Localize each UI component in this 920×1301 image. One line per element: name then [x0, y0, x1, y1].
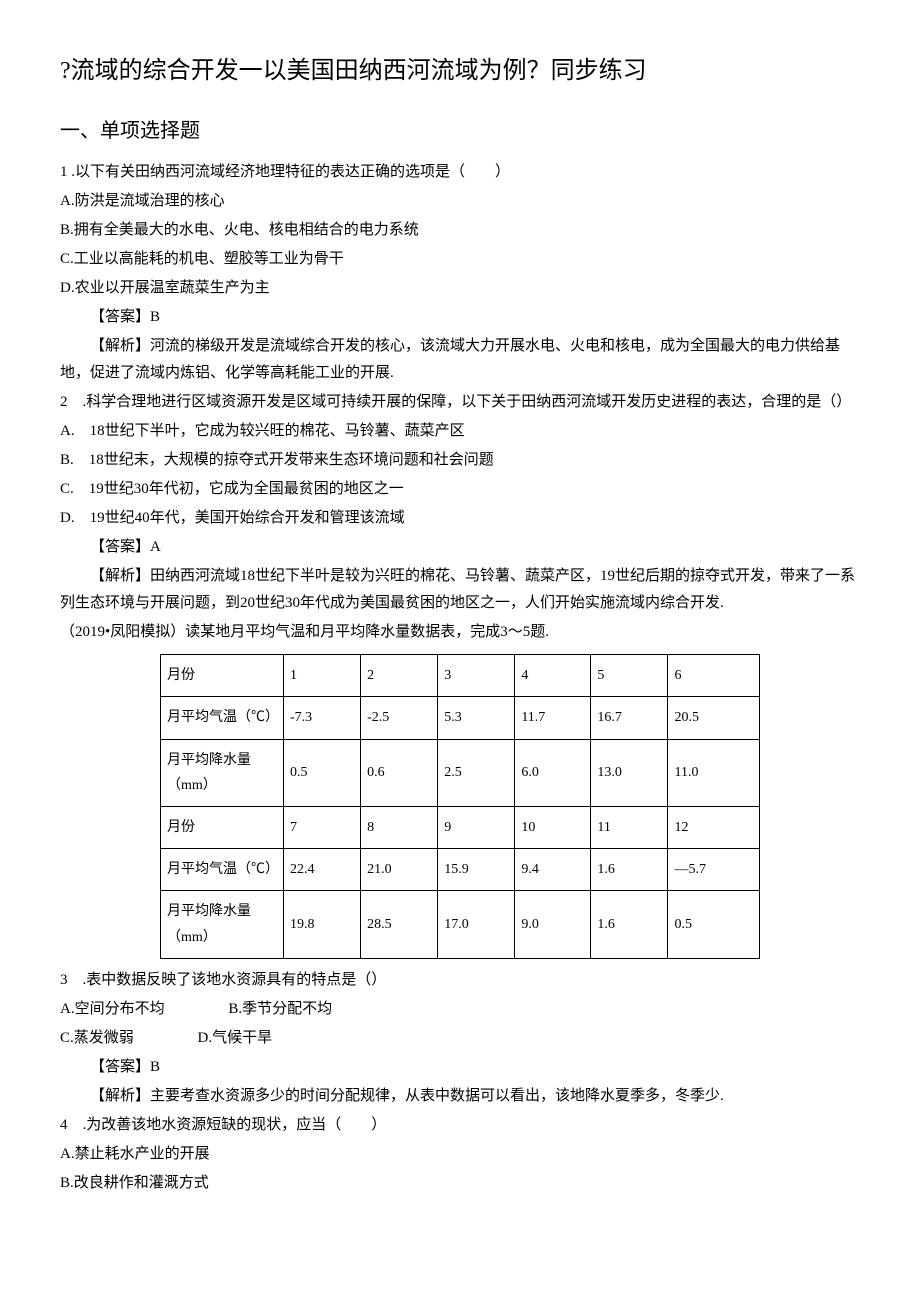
table-cell: 6.0 — [515, 739, 591, 806]
table-cell: 21.0 — [361, 849, 438, 891]
table-cell: 5.3 — [438, 697, 515, 739]
q1-stem: 1 .以下有关田纳西河流域经济地理特征的表达正确的选项是（ ） — [60, 159, 860, 186]
table-cell: 月平均降水量（mm） — [161, 891, 284, 958]
table-cell: 11.7 — [515, 697, 591, 739]
table-row: 月平均气温（℃） -7.3 -2.5 5.3 11.7 16.7 20.5 — [161, 697, 760, 739]
q1-answer: 【答案】B — [60, 304, 860, 331]
q1-opt-d: D.农业以开展温室蔬菜生产为主 — [60, 275, 860, 302]
table-cell: 9.4 — [515, 849, 591, 891]
table-cell: 9 — [438, 806, 515, 848]
table-cell: -7.3 — [284, 697, 361, 739]
table-cell: 0.5 — [284, 739, 361, 806]
section-heading: 一、单项选择题 — [60, 113, 860, 149]
table-cell: 月份 — [161, 655, 284, 697]
table-row: 月平均降水量（mm） 19.8 28.5 17.0 9.0 1.6 0.5 — [161, 891, 760, 958]
q3-opts-row2: C.蒸发微弱 D.气候干旱 — [60, 1025, 860, 1052]
table-cell: 19.8 — [284, 891, 361, 958]
table-cell: 7 — [284, 806, 361, 848]
q1-opt-a: A.防洪是流域治理的核心 — [60, 188, 860, 215]
table-cell: 3 — [438, 655, 515, 697]
q3-opt-d: D.气候干旱 — [198, 1025, 273, 1052]
table-cell: 0.6 — [361, 739, 438, 806]
q2-opt-b: B. 18世纪末，大规模的掠夺式开发带来生态环境问题和社会问题 — [60, 447, 860, 474]
q2-explanation: 【解析】田纳西河流域18世纪下半叶是较为兴旺的棉花、马铃薯、蔬菜产区，19世纪后… — [60, 563, 860, 617]
table-cell: 13.0 — [591, 739, 668, 806]
q3-opts-row1: A.空间分布不均 B.季节分配不均 — [60, 996, 860, 1023]
table-cell: 12 — [668, 806, 760, 848]
q4-opt-a: A.禁止耗水产业的开展 — [60, 1141, 860, 1168]
q4-opt-b: B.改良耕作和灌溉方式 — [60, 1170, 860, 1197]
climate-data-table: 月份 1 2 3 4 5 6 月平均气温（℃） -7.3 -2.5 5.3 11… — [160, 654, 760, 959]
table-cell: 1.6 — [591, 891, 668, 958]
q3-explanation: 【解析】主要考查水资源多少的时间分配规律，从表中数据可以看出，该地降水夏季多，冬… — [60, 1083, 860, 1110]
table-cell: 5 — [591, 655, 668, 697]
table-cell: 10 — [515, 806, 591, 848]
table-cell: 6 — [668, 655, 760, 697]
q1-opt-b: B.拥有全美最大的水电、火电、核电相结合的电力系统 — [60, 217, 860, 244]
table-cell: 1 — [284, 655, 361, 697]
table-row: 月份 7 8 9 10 11 12 — [161, 806, 760, 848]
table-cell: 16.7 — [591, 697, 668, 739]
q2-opt-d: D. 19世纪40年代，美国开始综合开发和管理该流域 — [60, 505, 860, 532]
page-title: ?流域的综合开发一以美国田纳西河流域为例？同步练习 — [60, 50, 860, 93]
q1-explanation: 【解析】河流的梯级开发是流域综合开发的核心，该流域大力开展水电、火电和核电，成为… — [60, 333, 860, 387]
q3-opt-b: B.季节分配不均 — [228, 996, 332, 1023]
table-cell: 15.9 — [438, 849, 515, 891]
q2-opt-a: A. 18世纪下半叶，它成为较兴旺的棉花、马铃薯、蔬菜产区 — [60, 418, 860, 445]
table-cell: 月份 — [161, 806, 284, 848]
q2-stem: 2 .科学合理地进行区域资源开发是区域可持续开展的保障，以下关于田纳西河流域开发… — [60, 389, 860, 416]
table-cell: 11 — [591, 806, 668, 848]
table-cell: 9.0 — [515, 891, 591, 958]
q3-opt-c: C.蒸发微弱 — [60, 1025, 134, 1052]
table-cell: 20.5 — [668, 697, 760, 739]
q1-opt-c: C.工业以高能耗的机电、塑胶等工业为骨干 — [60, 246, 860, 273]
q3-opt-a: A.空间分布不均 — [60, 996, 165, 1023]
q2-opt-c: C. 19世纪30年代初，它成为全国最贫困的地区之一 — [60, 476, 860, 503]
table-cell: 28.5 — [361, 891, 438, 958]
table-cell: 17.0 — [438, 891, 515, 958]
table-cell: —5.7 — [668, 849, 760, 891]
table-row: 月平均气温（℃） 22.4 21.0 15.9 9.4 1.6 —5.7 — [161, 849, 760, 891]
q2-answer: 【答案】A — [60, 534, 860, 561]
q4-stem: 4 .为改善该地水资源短缺的现状，应当（ ） — [60, 1112, 860, 1139]
table-cell: 月平均降水量（mm） — [161, 739, 284, 806]
table-cell: 22.4 — [284, 849, 361, 891]
q3-stem: 3 .表中数据反映了该地水资源具有的特点是（） — [60, 967, 860, 994]
table-cell: 4 — [515, 655, 591, 697]
table-cell: 8 — [361, 806, 438, 848]
table-cell: 2.5 — [438, 739, 515, 806]
q3-answer: 【答案】B — [60, 1054, 860, 1081]
table-row: 月份 1 2 3 4 5 6 — [161, 655, 760, 697]
table-row: 月平均降水量（mm） 0.5 0.6 2.5 6.0 13.0 11.0 — [161, 739, 760, 806]
table-cell: 1.6 — [591, 849, 668, 891]
table-cell: 月平均气温（℃） — [161, 849, 284, 891]
table-cell: -2.5 — [361, 697, 438, 739]
table-cell: 0.5 — [668, 891, 760, 958]
table-cell: 2 — [361, 655, 438, 697]
table-cell: 月平均气温（℃） — [161, 697, 284, 739]
q3-5-intro: （2019•凤阳模拟）读某地月平均气温和月平均降水量数据表，完成3～5题. — [60, 619, 860, 646]
table-cell: 11.0 — [668, 739, 760, 806]
